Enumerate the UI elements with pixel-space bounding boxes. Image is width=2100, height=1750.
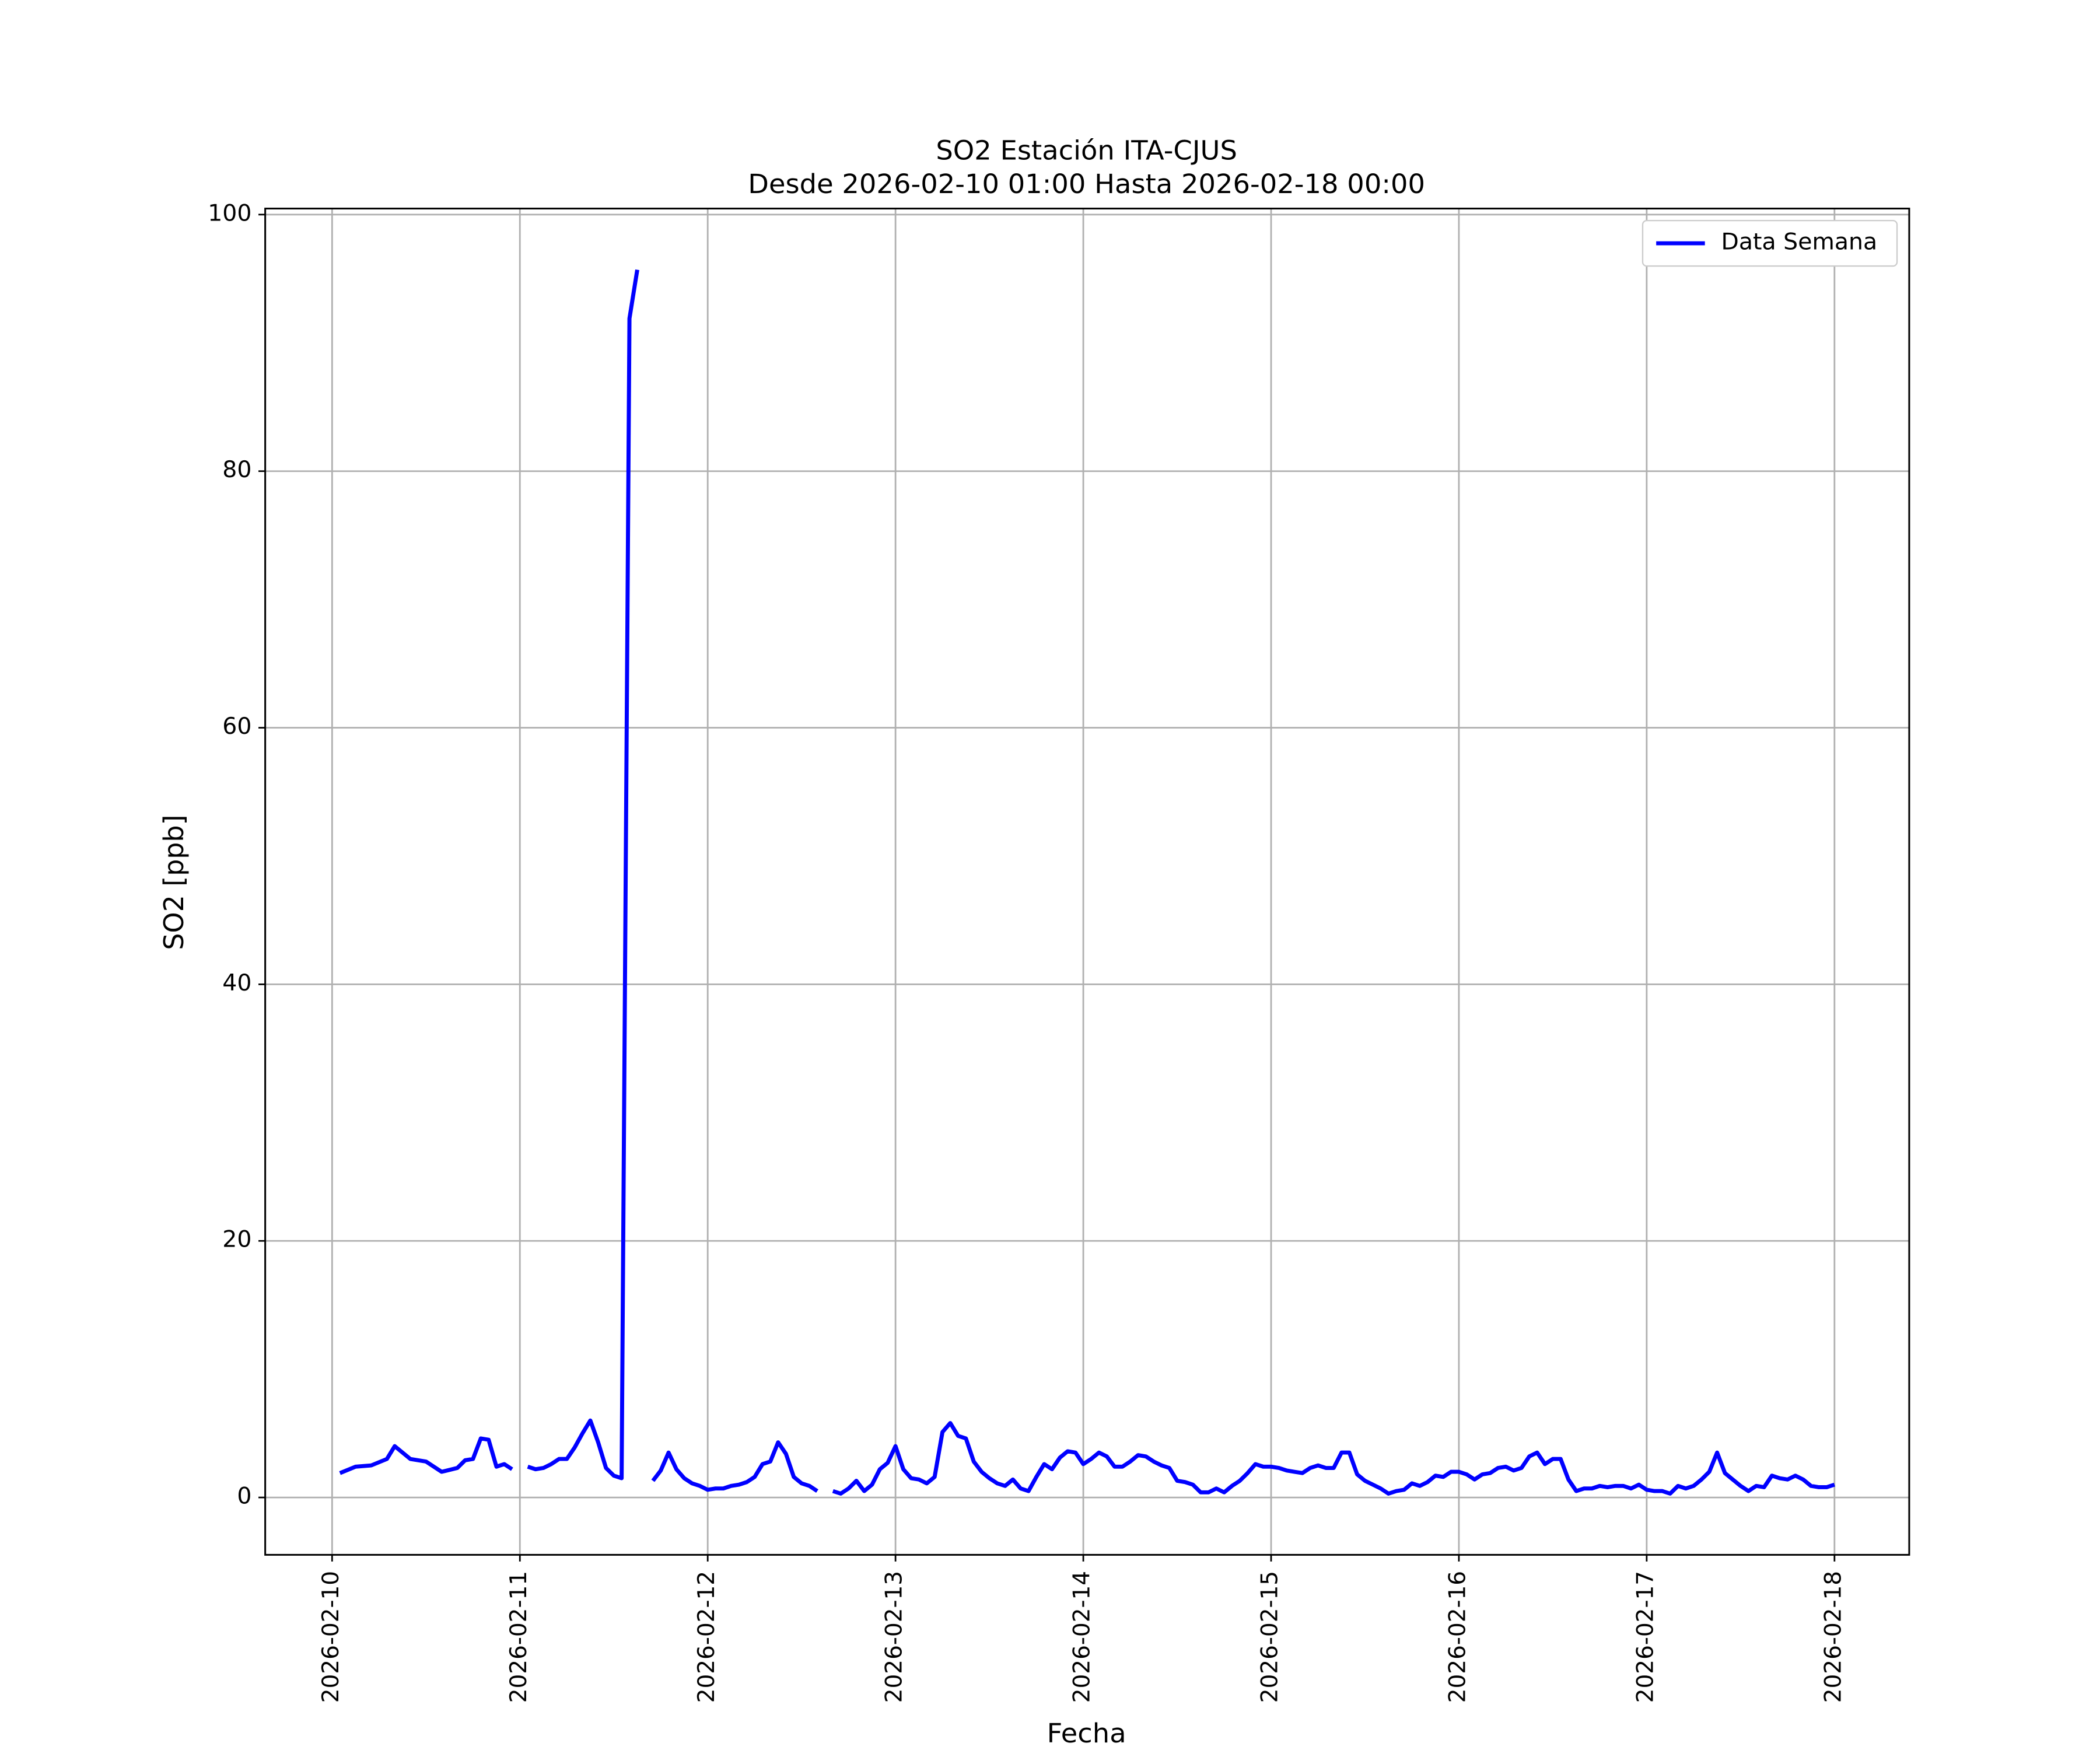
y-tick-label: 80 (222, 457, 251, 483)
x-tick-label: 2026-02-16 (1444, 1571, 1471, 1703)
legend-label: Data Semana (1721, 229, 1878, 256)
x-tick-label: 2026-02-11 (506, 1571, 532, 1703)
y-tick-label: 60 (222, 713, 251, 740)
y-tick-label: 40 (222, 970, 251, 996)
x-tick-label: 2026-02-12 (694, 1571, 720, 1703)
x-tick-label: 2026-02-18 (1820, 1571, 1846, 1703)
chart-subtitle: Desde 2026-02-10 01:00 Hasta 2026-02-18 … (748, 168, 1425, 200)
x-tick-label: 2026-02-17 (1632, 1571, 1658, 1703)
y-tick-label: 20 (222, 1227, 251, 1253)
x-tick-label: 2026-02-15 (1256, 1571, 1283, 1703)
y-tick-label: 0 (237, 1483, 251, 1510)
x-axis-label: Fecha (1047, 1717, 1126, 1749)
y-tick-label: 100 (208, 201, 251, 227)
x-tick-label: 2026-02-13 (881, 1571, 907, 1703)
legend-box (1642, 220, 1898, 267)
chart-title: SO2 Estación ITA-CJUS (936, 135, 1237, 166)
y-axis-label: SO2 [ppb] (158, 815, 190, 950)
x-tick-label: 2026-02-14 (1069, 1571, 1095, 1703)
data-line (339, 269, 1835, 1496)
plot-frame (264, 208, 1910, 1556)
x-tick-label: 2026-02-10 (318, 1571, 344, 1703)
